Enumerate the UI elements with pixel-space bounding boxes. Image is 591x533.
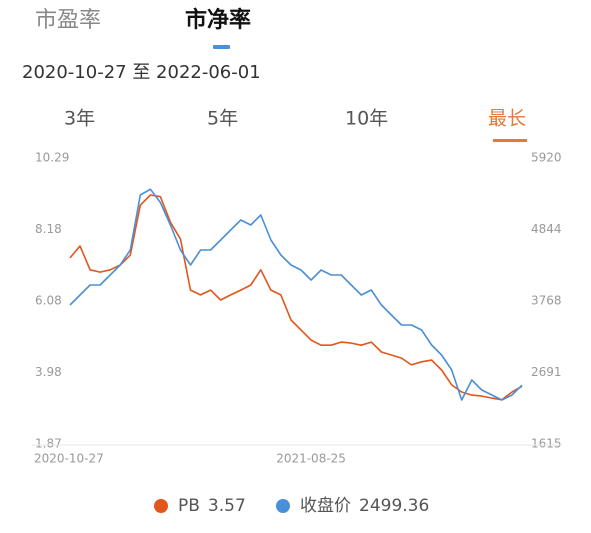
series-line [69,194,523,401]
y2-tick-label: 3768 [531,293,562,307]
legend-label: PB [178,496,200,516]
metric-tab[interactable]: 市净率 [185,7,251,33]
y-tick-label: 8.18 [35,222,62,236]
x-tick-label: 2020-10-27 [34,452,104,466]
y2-tick-label: 2691 [531,365,562,379]
period-tab[interactable]: 5年 [207,108,238,130]
y-tick-label: 10.29 [35,151,69,165]
period-tab[interactable]: 最长 [488,108,526,130]
period-tab[interactable]: 10年 [345,108,388,130]
y-tick-label: 1.87 [35,437,62,451]
y-tick-label: 3.98 [35,365,62,379]
period-tab[interactable]: 3年 [64,108,95,130]
y-tick-label: 6.08 [35,294,62,308]
legend-value: 3.57 [208,496,246,516]
x-tick-label: 2021-08-25 [276,452,346,466]
y2-tick-label: 1615 [531,437,562,451]
period-indicator [493,139,527,142]
legend-label: 收盘价 [300,496,351,516]
legend-marker [276,499,290,513]
metric-tab[interactable]: 市盈率 [35,8,101,33]
y2-tick-label: 5920 [531,151,562,165]
legend-marker [154,499,168,513]
tab-indicator [213,45,230,49]
y2-tick-label: 4844 [531,222,562,236]
series-line [69,188,523,401]
date-range: 2020-10-27 至 2022-06-01 [22,62,261,83]
legend-value: 2499.36 [359,496,429,516]
